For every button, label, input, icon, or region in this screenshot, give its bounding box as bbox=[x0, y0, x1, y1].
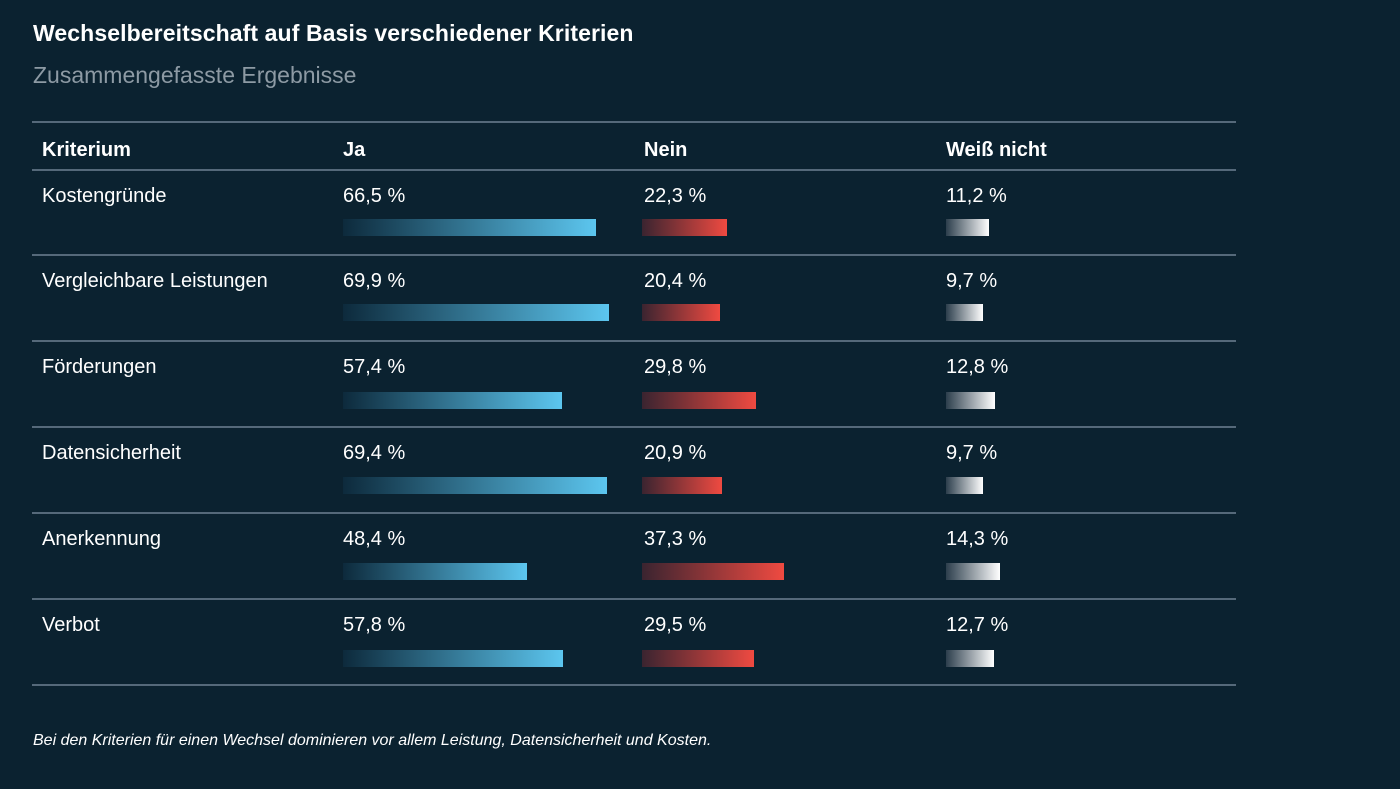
row-kriterium-label: Anerkennung bbox=[42, 528, 161, 550]
row-divider bbox=[32, 426, 1236, 428]
table-row: Förderungen 57,4 % 29,8 % 12,8 % bbox=[32, 342, 1236, 426]
bar-ja bbox=[343, 304, 609, 321]
table-top-divider bbox=[32, 121, 1236, 123]
bar-nein bbox=[642, 392, 756, 409]
header-ja: Ja bbox=[343, 139, 366, 161]
row-divider bbox=[32, 340, 1236, 342]
bar-nein bbox=[642, 219, 727, 236]
header-kriterium: Kriterium bbox=[42, 139, 131, 161]
row-kriterium-label: Verbot bbox=[42, 614, 100, 636]
bar-ja bbox=[343, 650, 563, 667]
table-row: Verbot 57,8 % 29,5 % 12,7 % bbox=[32, 600, 1236, 684]
results-table: Kriterium Ja Nein Weiß nicht Kostengründ… bbox=[32, 121, 1236, 686]
row-divider bbox=[32, 512, 1236, 514]
bar-ja bbox=[343, 563, 527, 580]
bar-nein bbox=[642, 477, 722, 494]
value-label-ja: 69,9 % bbox=[343, 270, 406, 292]
row-kriterium-label: Vergleichbare Leistungen bbox=[42, 270, 268, 292]
row-divider bbox=[32, 684, 1236, 686]
row-kriterium-label: Datensicherheit bbox=[42, 442, 181, 464]
table-body: Kostengründe 66,5 % 22,3 % 11,2 % Vergleichb… bbox=[32, 171, 1236, 686]
table-row: Anerkennung 48,4 % 37,3 % 14,3 % bbox=[32, 514, 1236, 598]
value-label-ja: 69,4 % bbox=[343, 442, 406, 464]
value-label-nein: 29,5 % bbox=[644, 614, 707, 636]
bar-weiss-nicht bbox=[946, 304, 983, 321]
bar-weiss-nicht bbox=[946, 477, 983, 494]
value-label-ja: 48,4 % bbox=[343, 528, 406, 550]
row-divider bbox=[32, 254, 1236, 256]
value-label-nein: 20,9 % bbox=[644, 442, 707, 464]
bar-weiss-nicht bbox=[946, 219, 989, 236]
bar-nein bbox=[642, 563, 784, 580]
bar-ja bbox=[343, 477, 607, 494]
value-label-nein: 29,8 % bbox=[644, 356, 707, 378]
value-label-ja: 57,4 % bbox=[343, 356, 406, 378]
value-label-weiss-nicht: 12,8 % bbox=[946, 356, 1009, 378]
bar-ja bbox=[343, 392, 562, 409]
value-label-weiss-nicht: 9,7 % bbox=[946, 270, 998, 292]
value-label-ja: 66,5 % bbox=[343, 185, 406, 207]
bar-ja bbox=[343, 219, 596, 236]
value-label-nein: 20,4 % bbox=[644, 270, 707, 292]
table-row: Vergleichbare Leistungen 69,9 % 20,4 % 9,7 … bbox=[32, 256, 1236, 340]
value-label-ja: 57,8 % bbox=[343, 614, 406, 636]
bar-weiss-nicht bbox=[946, 563, 1000, 580]
value-label-weiss-nicht: 9,7 % bbox=[946, 442, 998, 464]
table-row: Kostengründe 66,5 % 22,3 % 11,2 % bbox=[32, 171, 1236, 254]
header-nein: Nein bbox=[644, 139, 688, 161]
bar-nein bbox=[642, 304, 720, 321]
header-divider bbox=[32, 169, 1236, 171]
row-kriterium-label: Förderungen bbox=[42, 356, 157, 378]
chart-subtitle: Zusammengefasste Ergebnisse bbox=[33, 62, 357, 88]
header-weiss-nicht: Weiß nicht bbox=[946, 139, 1047, 161]
row-kriterium-label: Kostengründe bbox=[42, 185, 167, 207]
bar-weiss-nicht bbox=[946, 392, 995, 409]
value-label-nein: 22,3 % bbox=[644, 185, 707, 207]
value-label-weiss-nicht: 12,7 % bbox=[946, 614, 1009, 636]
row-divider bbox=[32, 598, 1236, 600]
chart-title: Wechselbereitschaft auf Basis verschiede… bbox=[33, 20, 634, 46]
value-label-nein: 37,3 % bbox=[644, 528, 707, 550]
footnote: Bei den Kriterien für einen Wechsel domi… bbox=[33, 732, 712, 749]
table-header: Kriterium Ja Nein Weiß nicht bbox=[32, 123, 1236, 169]
bar-nein bbox=[642, 650, 754, 667]
bar-weiss-nicht bbox=[946, 650, 994, 667]
value-label-weiss-nicht: 14,3 % bbox=[946, 528, 1009, 550]
value-label-weiss-nicht: 11,2 % bbox=[946, 185, 1007, 207]
table-row: Datensicherheit 69,4 % 20,9 % 9,7 % bbox=[32, 428, 1236, 512]
